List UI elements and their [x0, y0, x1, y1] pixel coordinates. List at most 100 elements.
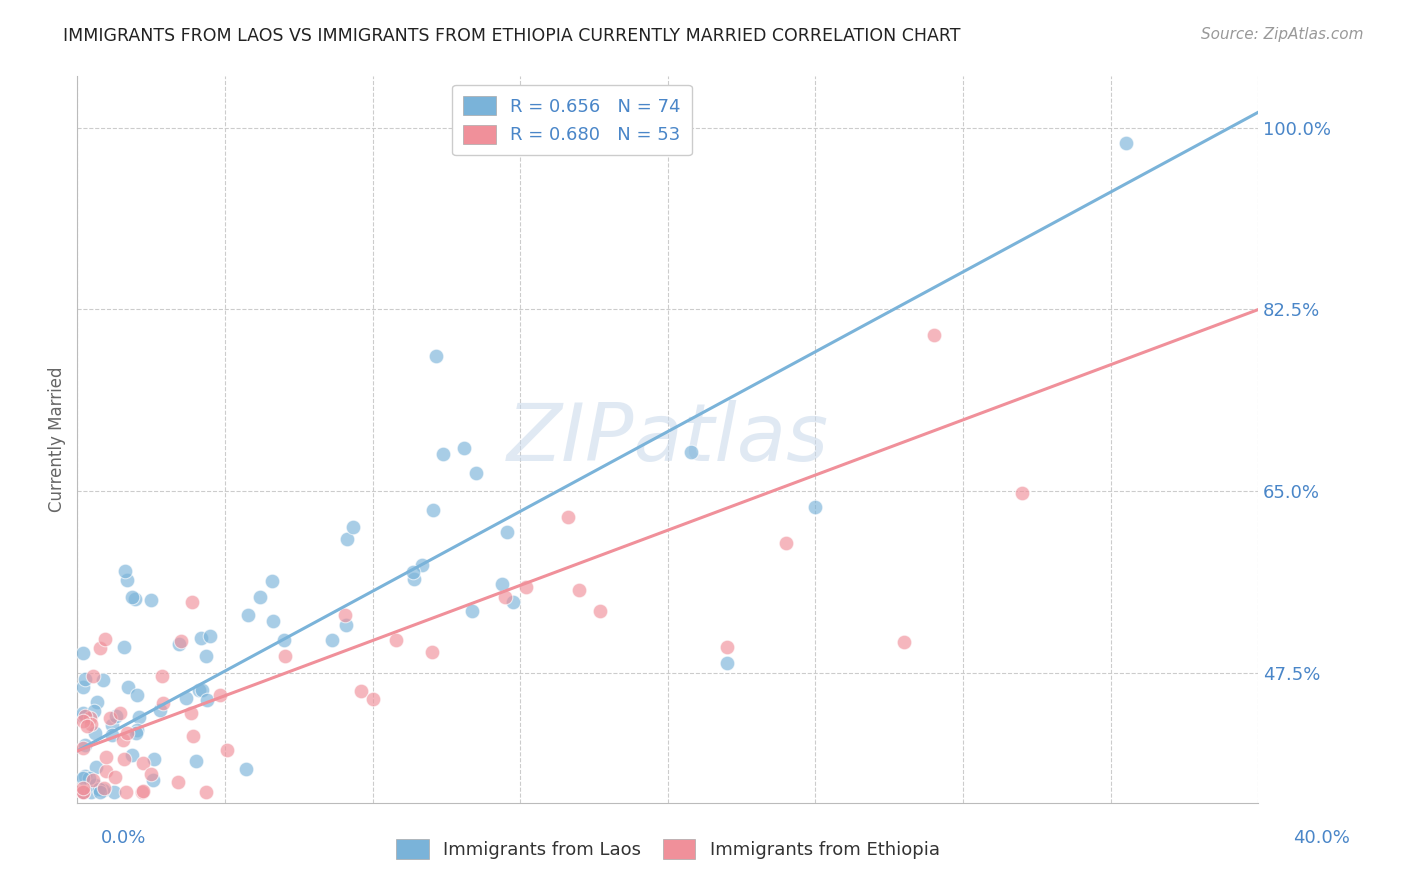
- Point: [420, 645, 443, 659]
- Point: [83, 704, 105, 718]
- Point: [425, 349, 447, 363]
- Point: [170, 633, 193, 648]
- Point: [131, 785, 153, 799]
- Point: [80, 785, 103, 799]
- Point: [125, 689, 148, 703]
- Point: [1011, 486, 1033, 500]
- Point: [101, 727, 124, 741]
- Point: [132, 784, 155, 798]
- Point: [893, 635, 915, 649]
- Point: [84, 725, 107, 739]
- Point: [194, 785, 217, 799]
- Point: [125, 725, 148, 739]
- Point: [72, 785, 94, 799]
- Point: [411, 558, 433, 573]
- Point: [91, 782, 114, 797]
- Point: [89, 785, 111, 799]
- Point: [105, 709, 128, 723]
- Point: [121, 590, 143, 604]
- Point: [453, 441, 475, 455]
- Point: [180, 706, 202, 720]
- Point: [589, 604, 612, 618]
- Point: [922, 328, 945, 343]
- Point: [333, 607, 356, 622]
- Point: [716, 640, 738, 654]
- Point: [342, 520, 364, 534]
- Point: [775, 536, 797, 550]
- Point: [385, 632, 408, 647]
- Text: Source: ZipAtlas.com: Source: ZipAtlas.com: [1201, 27, 1364, 42]
- Point: [804, 500, 827, 514]
- Point: [167, 637, 190, 651]
- Point: [174, 690, 197, 705]
- Point: [186, 754, 208, 768]
- Point: [124, 592, 146, 607]
- Point: [209, 688, 232, 702]
- Point: [101, 718, 124, 732]
- Point: [142, 773, 165, 788]
- Point: [87, 782, 110, 797]
- Point: [167, 774, 190, 789]
- Point: [142, 752, 165, 766]
- Point: [73, 768, 96, 782]
- Point: [557, 510, 579, 524]
- Point: [404, 572, 426, 586]
- Point: [349, 683, 371, 698]
- Point: [77, 771, 100, 785]
- Point: [72, 771, 94, 785]
- Point: [262, 614, 284, 628]
- Point: [461, 604, 484, 618]
- Point: [150, 669, 173, 683]
- Point: [72, 646, 94, 660]
- Point: [141, 593, 163, 607]
- Point: [200, 629, 222, 643]
- Point: [83, 779, 105, 793]
- Point: [1114, 136, 1136, 151]
- Point: [181, 595, 204, 609]
- Point: [128, 710, 150, 724]
- Point: [336, 533, 359, 547]
- Point: [111, 732, 134, 747]
- Point: [89, 640, 111, 655]
- Point: [72, 785, 94, 799]
- Point: [108, 706, 131, 720]
- Point: [238, 607, 260, 622]
- Point: [273, 632, 295, 647]
- Point: [335, 617, 357, 632]
- Point: [72, 780, 94, 795]
- Point: [149, 703, 172, 717]
- Point: [191, 683, 214, 698]
- Point: [274, 648, 297, 663]
- Point: [195, 693, 218, 707]
- Point: [76, 719, 98, 733]
- Point: [181, 729, 204, 743]
- Point: [515, 580, 537, 594]
- Point: [104, 770, 127, 784]
- Point: [262, 574, 284, 589]
- Point: [86, 695, 108, 709]
- Point: [73, 709, 96, 723]
- Point: [72, 680, 94, 694]
- Point: [131, 756, 153, 770]
- Point: [465, 466, 488, 480]
- Point: [249, 590, 271, 604]
- Point: [496, 525, 519, 540]
- Text: ZIPatlas: ZIPatlas: [506, 401, 830, 478]
- Point: [568, 582, 591, 597]
- Point: [82, 772, 104, 787]
- Point: [361, 691, 384, 706]
- Point: [402, 565, 425, 579]
- Point: [94, 750, 117, 764]
- Point: [125, 723, 148, 737]
- Point: [115, 573, 138, 587]
- Y-axis label: Currently Married: Currently Married: [48, 367, 66, 512]
- Point: [494, 590, 516, 604]
- Point: [115, 726, 138, 740]
- Point: [321, 633, 343, 648]
- Point: [80, 717, 103, 731]
- Text: 0.0%: 0.0%: [101, 829, 146, 847]
- Point: [195, 649, 218, 664]
- Text: 40.0%: 40.0%: [1294, 829, 1350, 847]
- Point: [152, 696, 174, 710]
- Point: [93, 632, 115, 646]
